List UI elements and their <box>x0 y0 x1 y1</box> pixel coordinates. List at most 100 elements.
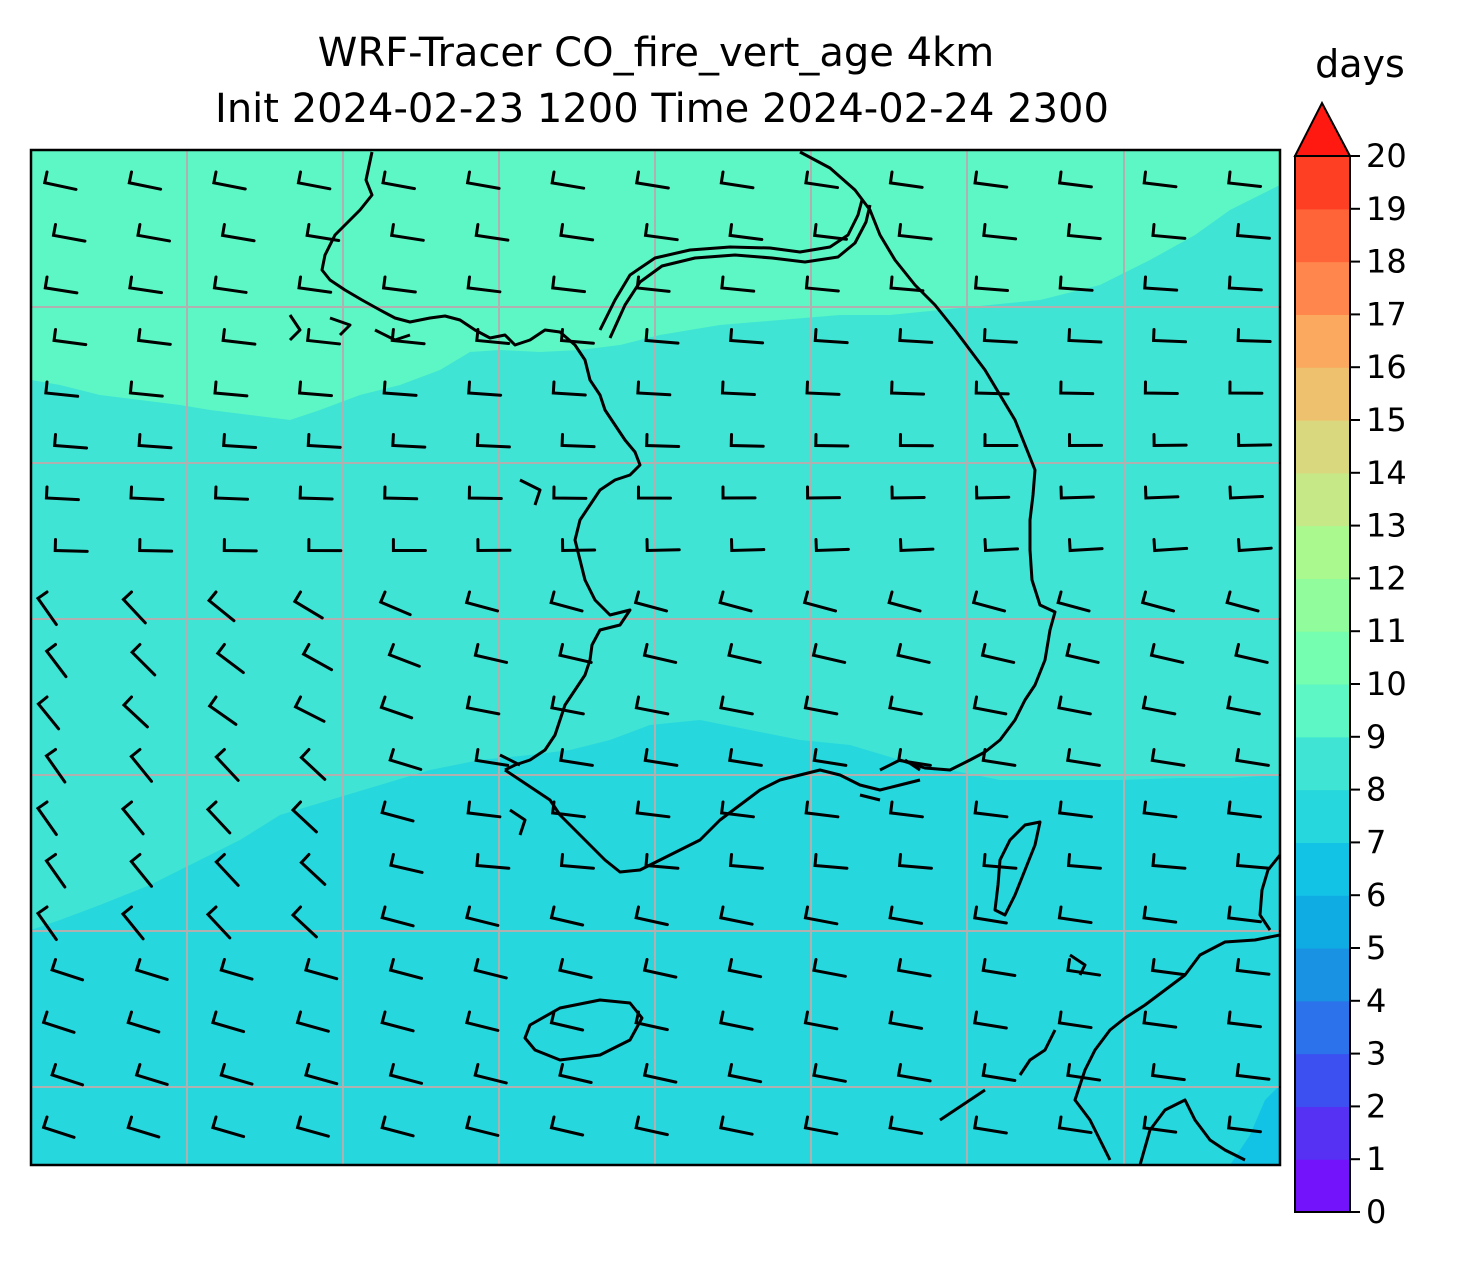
colorbar-tick-label: 17 <box>1366 295 1407 333</box>
wind-barb <box>1151 223 1187 240</box>
wind-barb <box>379 695 414 720</box>
wind-barb <box>1235 223 1271 240</box>
wind-barb <box>1066 853 1102 870</box>
wind-barb <box>475 328 511 346</box>
wind-barb <box>719 905 754 926</box>
colorbar-unit-label: days <box>1315 42 1405 86</box>
wind-barb <box>1144 485 1180 500</box>
wind-barb <box>465 695 501 716</box>
wind-barb <box>1237 538 1273 553</box>
wind-barb <box>551 380 587 397</box>
colorbar-tick-label: 4 <box>1366 982 1386 1020</box>
wind-barb <box>727 643 762 664</box>
wind-barb <box>561 538 597 553</box>
wind-barb <box>812 748 848 767</box>
wind-barb <box>205 905 232 940</box>
wind-barb <box>299 748 327 781</box>
plot-title-line-2: Init 2024-02-23 1200 Time 2024-02-24 230… <box>215 86 1109 132</box>
wind-barb <box>645 538 681 553</box>
wind-barb <box>1066 223 1102 241</box>
coastline-yellow-sea-north <box>320 151 642 772</box>
wind-barb <box>975 485 1011 500</box>
map-gridlines <box>31 150 1280 1165</box>
wind-barb <box>206 590 236 623</box>
wind-barb <box>559 853 595 870</box>
wind-barb <box>1226 695 1261 716</box>
wind-barb <box>467 380 503 397</box>
wind-barb <box>35 800 58 837</box>
wind-barb <box>214 748 240 782</box>
wind-barb <box>390 328 426 346</box>
wind-barb <box>888 170 924 189</box>
wind-barb <box>560 433 596 449</box>
wind-barb <box>305 223 341 243</box>
wind-barb <box>36 695 61 731</box>
wind-barb <box>1227 905 1262 924</box>
wind-barb <box>973 170 1009 189</box>
wind-barb <box>51 223 87 243</box>
colorbar-segment <box>1295 631 1350 685</box>
wind-barb <box>306 328 341 346</box>
wind-barb <box>549 905 585 927</box>
wind-barb <box>134 1063 169 1086</box>
wind-barb <box>811 643 847 664</box>
wind-barb <box>888 1010 924 1030</box>
colorbar-tick-label: 13 <box>1366 507 1407 545</box>
wind-barb <box>380 905 415 928</box>
wind-barb <box>634 1010 669 1032</box>
wind-barb <box>290 800 318 834</box>
wind-barb <box>295 1115 330 1138</box>
wind-barb <box>128 275 163 295</box>
wind-barb <box>635 275 671 293</box>
wind-barb <box>211 1010 246 1034</box>
wind-barb <box>981 958 1017 977</box>
wind-barb <box>719 1115 754 1136</box>
wind-barb <box>129 485 165 501</box>
colorbar-segment <box>1295 684 1350 738</box>
wind-barb <box>644 853 680 870</box>
colorbar-segment <box>1295 842 1350 896</box>
island-jeju <box>523 998 644 1062</box>
wind-barb <box>805 380 841 396</box>
wind-barb <box>380 1115 415 1138</box>
wind-barb <box>221 328 257 346</box>
wind-barb <box>718 590 753 613</box>
wind-barb <box>136 328 172 346</box>
wind-barb <box>43 275 79 295</box>
wind-barb <box>467 485 503 501</box>
wind-barb <box>1068 538 1104 553</box>
wind-barb <box>465 905 500 927</box>
wind-barb <box>898 328 934 344</box>
wind-barb <box>559 328 595 345</box>
colorbar-tick-label: 15 <box>1366 401 1407 439</box>
colorbar-tick-label: 0 <box>1366 1193 1386 1231</box>
wind-barb <box>812 1063 847 1083</box>
wind-barb <box>729 433 765 448</box>
wind-barb <box>973 1115 1008 1135</box>
wind-barb <box>814 538 850 553</box>
colorbar-tick-label: 11 <box>1366 612 1407 650</box>
colorbar-tick-label: 16 <box>1366 348 1407 386</box>
wind-barb <box>1066 958 1102 977</box>
wind-barb <box>887 590 922 613</box>
wind-barb <box>804 800 840 819</box>
colorbar-tick-label: 3 <box>1366 1035 1386 1073</box>
wind-barb <box>550 170 586 190</box>
colorbar-tick-label: 5 <box>1366 929 1386 967</box>
colorbar-segment <box>1295 1159 1350 1213</box>
coastline-korea-bay <box>1258 854 1280 931</box>
wind-barb <box>130 643 157 677</box>
wind-barb <box>1065 643 1100 664</box>
wind-barb <box>642 958 678 979</box>
wind-barb <box>220 223 256 243</box>
wind-barb <box>128 380 164 398</box>
wind-barb <box>719 695 754 716</box>
wind-barb <box>306 433 342 449</box>
wind-barb <box>558 643 593 664</box>
wind-barb <box>813 223 848 241</box>
wind-barb <box>212 170 247 191</box>
wind-barb <box>205 800 232 835</box>
wind-barb <box>475 433 511 449</box>
wind-barb <box>888 800 924 819</box>
